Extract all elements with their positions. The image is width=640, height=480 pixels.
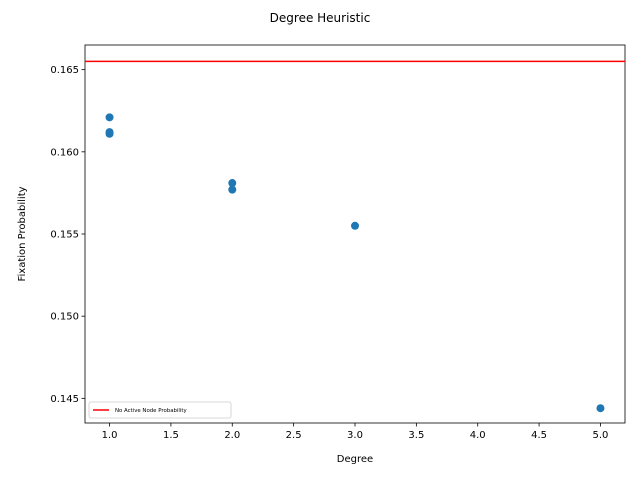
x-tick-label: 3.0 <box>347 430 363 441</box>
y-axis-label: Fixation Probability <box>17 186 28 281</box>
y-tick-label: 0.145 <box>50 394 79 405</box>
legend-label: No Active Node Probability <box>115 408 188 414</box>
x-axis-label: Degree <box>337 454 373 465</box>
y-axis: 0.145 0.150 0.155 0.160 0.165 <box>50 65 85 405</box>
x-axis: 1.0 1.5 2.0 2.5 3.0 3.5 4.0 4.5 5.0 <box>102 423 609 441</box>
x-tick-label: 1.5 <box>163 430 179 441</box>
data-point <box>596 404 605 413</box>
legend: No Active Node Probability <box>88 401 232 419</box>
y-tick-label: 0.155 <box>50 230 79 241</box>
x-tick-label: 1.0 <box>102 430 118 441</box>
points-layer <box>105 113 605 413</box>
x-tick-label: 2.0 <box>224 430 240 441</box>
y-tick-label: 0.165 <box>50 65 79 76</box>
data-point <box>351 221 359 230</box>
data-point <box>228 179 237 188</box>
data-point <box>228 185 237 194</box>
axes-frame <box>84 44 626 424</box>
x-tick-label: 2.5 <box>286 430 302 441</box>
x-tick-label: 4.5 <box>531 430 547 441</box>
y-tick-label: 0.160 <box>50 147 79 158</box>
chart-title: Degree Heuristic <box>270 11 371 25</box>
legend-box <box>88 401 232 419</box>
x-tick-label: 5.0 <box>593 430 609 441</box>
x-tick-label: 3.5 <box>408 430 424 441</box>
y-tick-label: 0.150 <box>50 312 79 323</box>
plot-area <box>84 44 626 424</box>
data-point <box>105 113 114 122</box>
data-point <box>105 129 114 138</box>
x-tick-label: 4.0 <box>470 430 486 441</box>
